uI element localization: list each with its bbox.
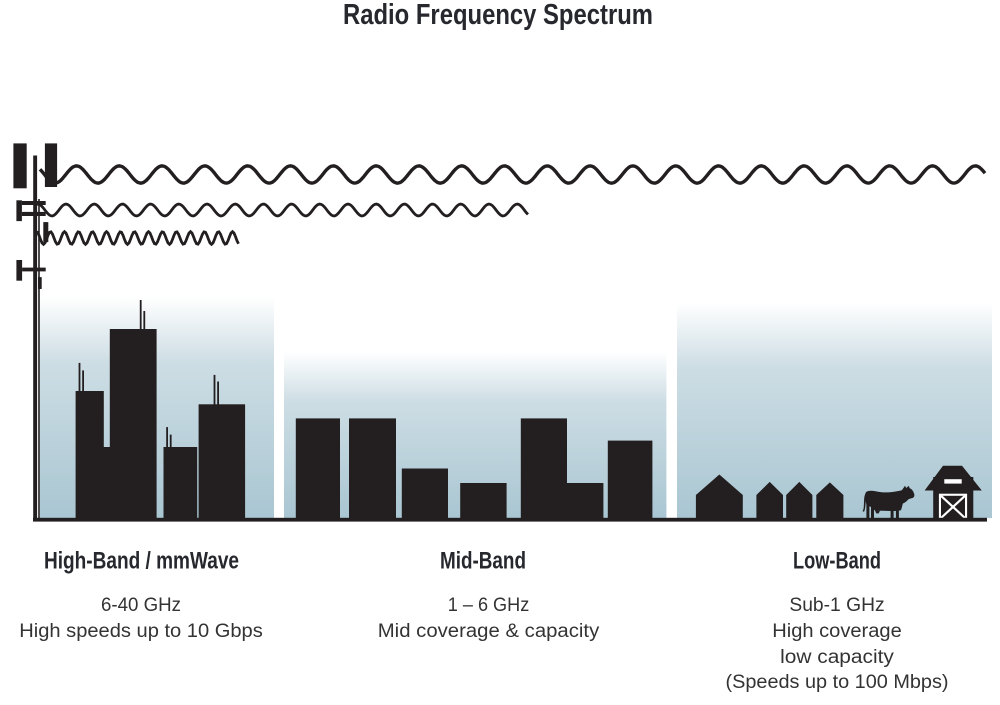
svg-text:Mid coverage & capacity: Mid coverage & capacity — [378, 621, 600, 642]
svg-text:low capacity: low capacity — [780, 647, 894, 668]
svg-text:Radio Frequency Spectrum: Radio Frequency Spectrum — [343, 0, 653, 31]
svg-text:Sub-1 GHz: Sub-1 GHz — [789, 595, 884, 616]
svg-text:Mid-Band: Mid-Band — [440, 548, 526, 575]
svg-text:(Speeds up to 100 Mbps): (Speeds up to 100 Mbps) — [726, 672, 949, 693]
svg-text:High speeds up to 10 Gbps: High speeds up to 10 Gbps — [19, 621, 263, 642]
svg-text:High-Band / mmWave: High-Band / mmWave — [44, 548, 239, 575]
svg-text:Low-Band: Low-Band — [793, 548, 881, 575]
svg-text:High coverage: High coverage — [772, 621, 902, 642]
svg-text:1 – 6 GHz: 1 – 6 GHz — [448, 595, 530, 616]
svg-text:6-40 GHz: 6-40 GHz — [101, 595, 181, 616]
